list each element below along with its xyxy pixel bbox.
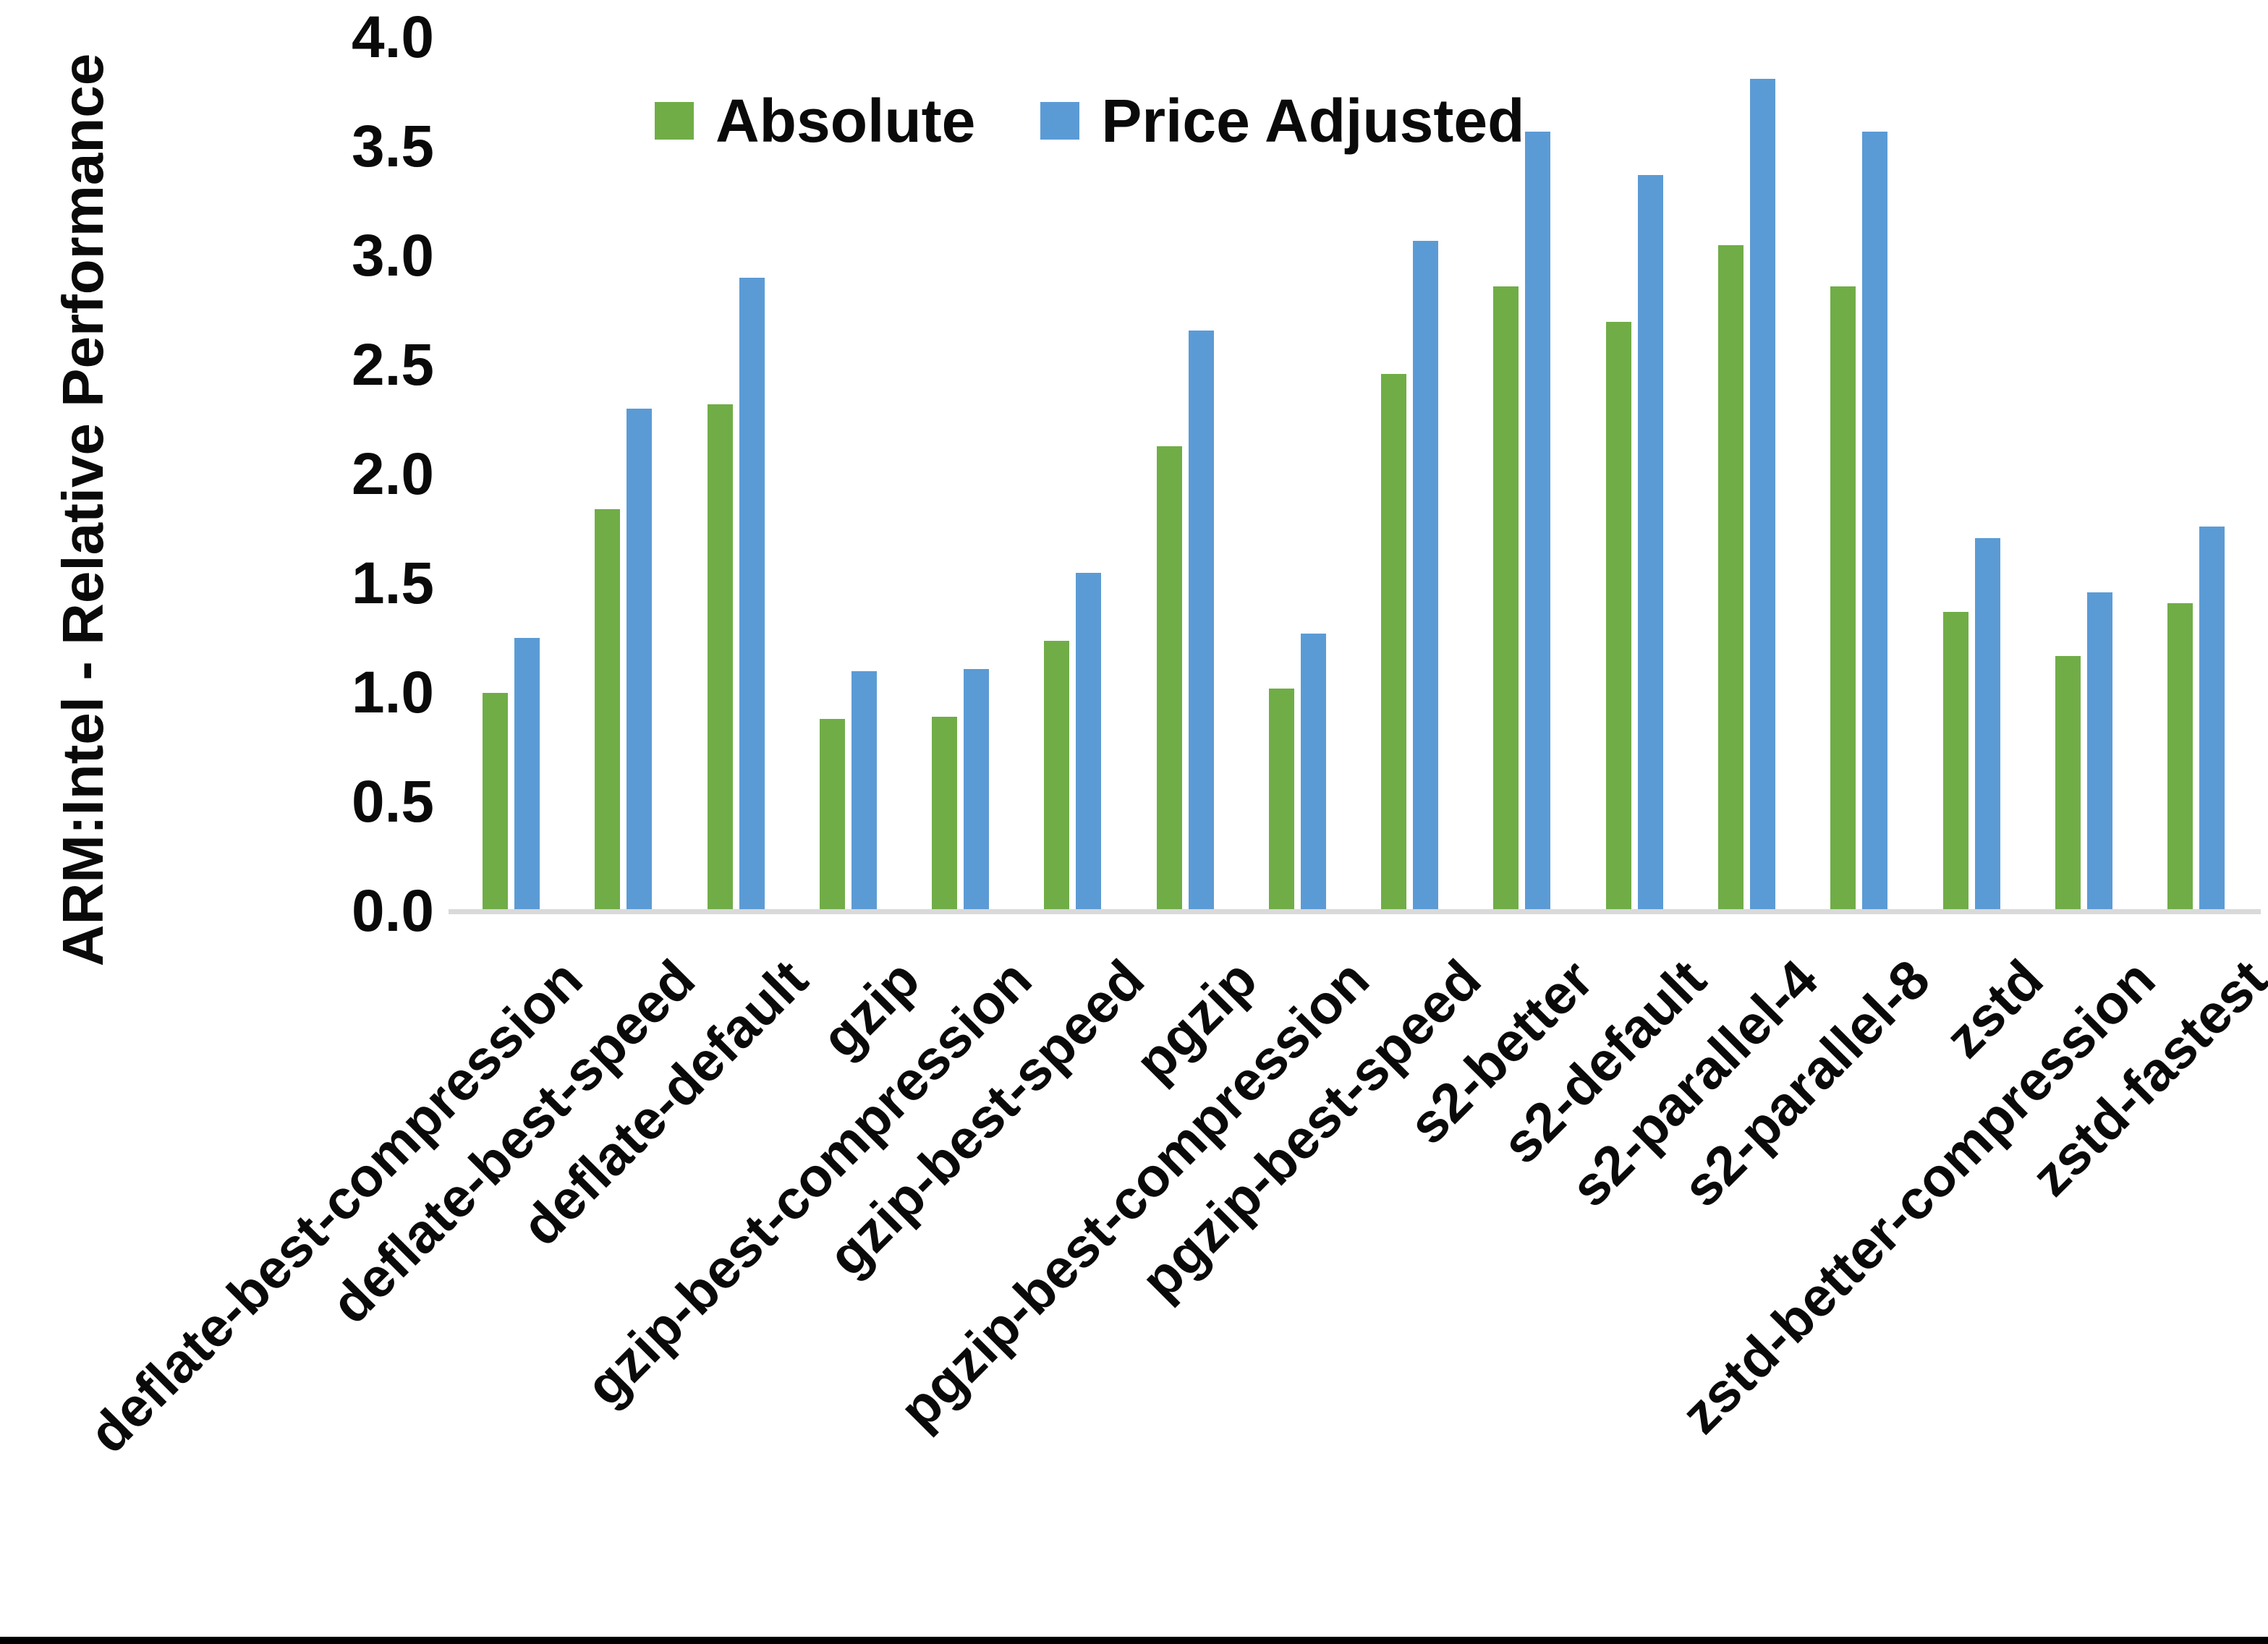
legend-label-price-adjusted: Price Adjusted xyxy=(1101,87,1525,155)
price-adjusted-bar-deflate-best-speed xyxy=(627,409,652,911)
absolute-bar-s2-parallel-8 xyxy=(1830,286,1856,911)
absolute-bar-zstd-better-compression xyxy=(2055,656,2081,911)
absolute-bar-s2-better xyxy=(1493,286,1519,911)
price-adjusted-bar-gzip-best-compression xyxy=(964,669,989,911)
y-tick-label-0.5: 0.5 xyxy=(352,769,434,835)
price-adjusted-bar-s2-default xyxy=(1638,175,1663,911)
y-tick-label-3.5: 3.5 xyxy=(352,114,434,179)
price-adjusted-bar-pgzip-best-speed xyxy=(1413,241,1438,911)
price-adjusted-bar-pgzip xyxy=(1189,331,1214,911)
absolute-bar-s2-default xyxy=(1606,322,1631,911)
absolute-bar-gzip xyxy=(820,719,845,911)
y-tick-label-2.0: 2.0 xyxy=(352,441,434,507)
y-tick-label-1.5: 1.5 xyxy=(352,550,434,616)
legend-label-absolute: Absolute xyxy=(715,87,976,155)
y-tick-label-3.0: 3.0 xyxy=(352,223,434,289)
legend: Absolute Price Adjusted xyxy=(655,88,1524,153)
absolute-bar-zstd-fastest xyxy=(2167,603,2193,911)
y-axis-title: ARM:Intel - Relative Performance xyxy=(51,53,115,967)
absolute-bar-deflate-best-speed xyxy=(595,509,620,911)
absolute-bar-gzip-best-compression xyxy=(932,717,957,911)
absolute-bar-pgzip xyxy=(1157,446,1182,911)
absolute-bar-deflate-default xyxy=(708,404,733,911)
price-adjusted-bar-gzip-best-speed xyxy=(1076,573,1101,911)
price-adjusted-bar-zstd xyxy=(1975,538,2000,911)
x-axis-line xyxy=(449,909,2261,914)
price-adjusted-bar-s2-parallel-4 xyxy=(1750,79,1775,911)
legend-swatch-price-adjusted-icon xyxy=(1040,102,1080,140)
absolute-bar-pgzip-best-speed xyxy=(1381,374,1406,911)
price-adjusted-bar-zstd-fastest xyxy=(2199,527,2225,911)
absolute-bar-pgzip-best-compression xyxy=(1269,689,1294,911)
price-adjusted-bar-zstd-better-compression xyxy=(2087,592,2112,911)
y-tick-label-0.0: 0.0 xyxy=(352,878,434,944)
absolute-bar-s2-parallel-4 xyxy=(1718,245,1744,911)
price-adjusted-bar-gzip xyxy=(851,671,877,911)
y-tick-label-1.0: 1.0 xyxy=(352,660,434,725)
price-adjusted-bar-deflate-best-compression xyxy=(514,638,540,911)
absolute-bar-gzip-best-speed xyxy=(1044,641,1069,911)
legend-swatch-absolute-icon xyxy=(655,102,694,140)
price-adjusted-bar-s2-better xyxy=(1525,132,1550,911)
y-tick-label-2.5: 2.5 xyxy=(352,332,434,398)
bottom-border xyxy=(0,1637,2268,1644)
legend-item-price-adjusted: Price Adjusted xyxy=(1040,88,1524,153)
absolute-bar-deflate-best-compression xyxy=(483,693,508,911)
price-adjusted-bar-deflate-default xyxy=(739,278,765,911)
y-tick-label-4.0: 4.0 xyxy=(352,4,434,70)
absolute-bar-zstd xyxy=(1943,612,1968,911)
price-adjusted-bar-pgzip-best-compression xyxy=(1301,634,1326,911)
legend-item-absolute: Absolute xyxy=(655,88,975,153)
price-adjusted-bar-s2-parallel-8 xyxy=(1862,132,1887,911)
